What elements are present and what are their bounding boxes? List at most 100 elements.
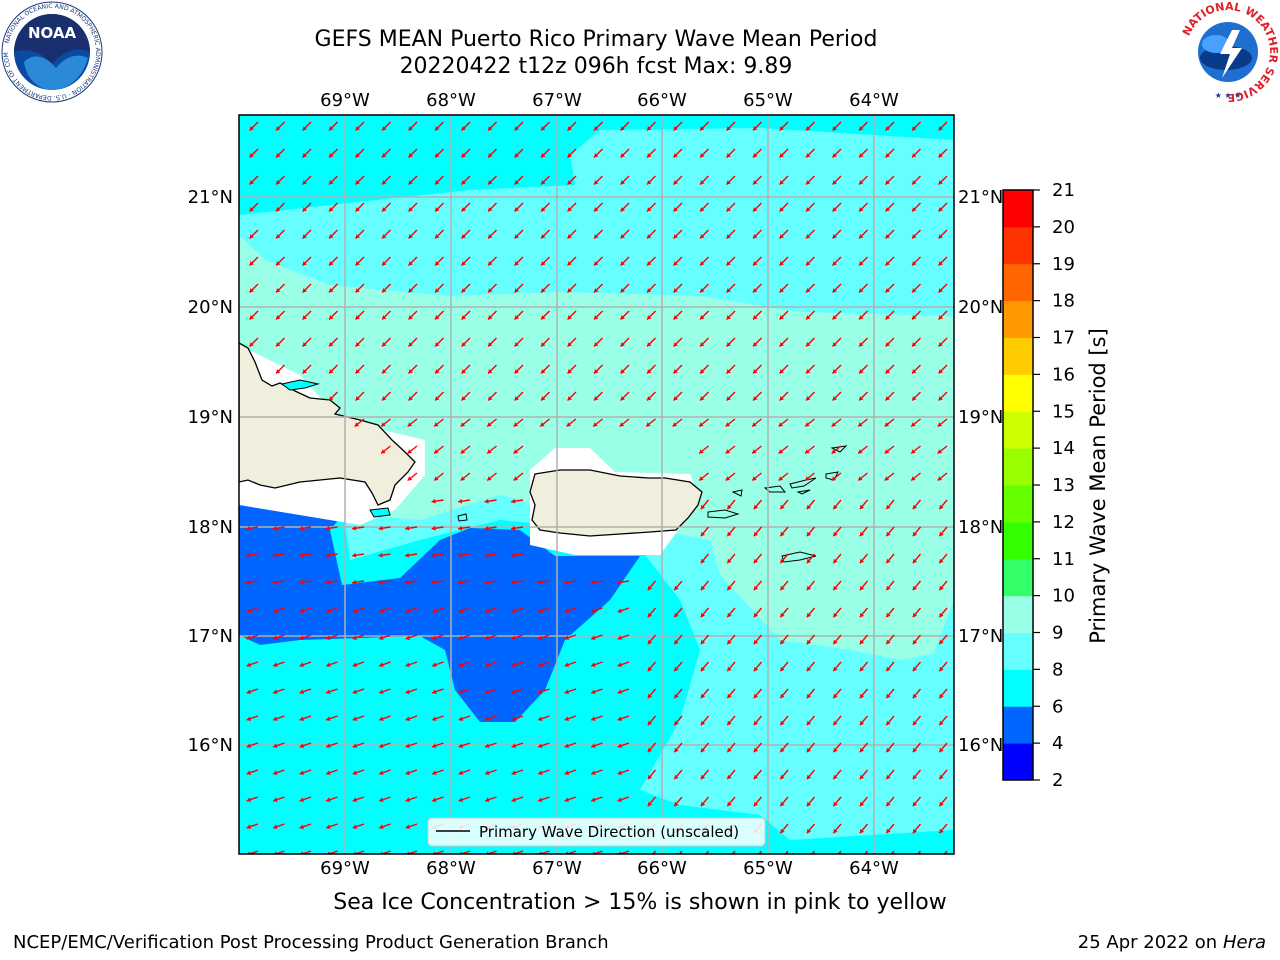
- wave-direction-arrow: [567, 202, 577, 212]
- wave-direction-arrow: [620, 121, 630, 131]
- wave-direction-arrow: [938, 391, 948, 401]
- wave-direction-arrow: [540, 364, 550, 374]
- wave-direction-arrow: [832, 769, 842, 780]
- lon-label-top: 64°W: [849, 90, 899, 111]
- wave-direction-arrow: [511, 796, 524, 802]
- wave-direction-arrow: [408, 364, 418, 374]
- lat-label-right: 18°N: [958, 517, 1003, 538]
- wave-direction-arrow: [806, 769, 816, 780]
- wave-direction-arrow: [617, 688, 630, 694]
- wave-direction-arrow: [567, 310, 577, 320]
- colorbar-segment: [1003, 558, 1033, 597]
- wave-direction-arrow: [458, 688, 471, 694]
- colorbar-tick-label: 21: [1052, 180, 1075, 201]
- wave-direction-arrow: [246, 715, 259, 721]
- wave-direction-arrow: [302, 202, 312, 212]
- credit-date: 25 Apr 2022 on Hera: [1078, 932, 1266, 953]
- wave-direction-arrow: [673, 796, 683, 807]
- wave-direction-arrow: [590, 634, 603, 640]
- wave-direction-arrow: [275, 148, 285, 158]
- wave-direction-arrow: [352, 661, 365, 667]
- wave-direction-arrow: [806, 553, 816, 564]
- wave-direction-arrow: [910, 445, 921, 455]
- wave-direction-arrow: [620, 256, 630, 266]
- wave-direction-arrow: [590, 579, 603, 585]
- wave-direction-arrow: [779, 391, 789, 401]
- wave-direction-arrow: [806, 661, 816, 672]
- wave-direction-arrow: [460, 445, 471, 455]
- wave-direction-arrow: [381, 148, 391, 158]
- wave-direction-arrow: [752, 391, 762, 401]
- wave-direction-arrow: [831, 445, 842, 455]
- wave-direction-arrow: [381, 256, 391, 266]
- wave-direction-arrow: [673, 202, 683, 212]
- wave-direction-arrow: [646, 337, 656, 347]
- wave-direction-arrow: [885, 175, 895, 185]
- wave-direction-arrow: [352, 742, 365, 748]
- wave-direction-arrow: [779, 202, 789, 212]
- wave-direction-arrow: [514, 283, 524, 293]
- wave-direction-arrow: [484, 769, 497, 775]
- wave-direction-arrow: [484, 579, 497, 585]
- colorbar-segment: [1003, 595, 1033, 633]
- wave-direction-arrow: [859, 688, 869, 699]
- lat-label-left: 16°N: [188, 735, 233, 756]
- wave-direction-arrow: [620, 175, 630, 185]
- wave-direction-arrow: [885, 607, 895, 618]
- wave-direction-arrow: [461, 283, 471, 293]
- wave-direction-arrow: [564, 742, 577, 748]
- wave-direction-arrow: [378, 607, 391, 613]
- wave-direction-arrow: [405, 607, 418, 613]
- wave-direction-arrow: [272, 688, 285, 694]
- wave-direction-arrow: [378, 715, 391, 721]
- wave-direction-arrow: [646, 364, 656, 374]
- wave-direction-arrow: [806, 634, 816, 645]
- wave-direction-arrow: [408, 391, 418, 401]
- wave-direction-arrow: [511, 661, 524, 667]
- wave-direction-arrow: [434, 202, 444, 212]
- st-croix-island: [781, 551, 817, 563]
- wave-direction-arrow: [753, 634, 763, 645]
- wave-direction-arrow: [806, 715, 816, 726]
- tortuga-island: [280, 379, 320, 391]
- wave-direction-arrow: [885, 391, 895, 401]
- wave-direction-arrow: [434, 337, 444, 347]
- wave-direction-arrow: [249, 283, 259, 293]
- wave-direction-arrow: [620, 229, 630, 239]
- wave-direction-arrow: [484, 661, 497, 667]
- wave-direction-arrow: [832, 121, 842, 131]
- wave-direction-arrow: [725, 445, 736, 455]
- wave-direction-arrow: [911, 310, 921, 320]
- wave-direction-arrow: [805, 256, 815, 266]
- wave-direction-arrow: [912, 796, 922, 807]
- wave-direction-arrow: [328, 256, 338, 266]
- wave-direction-arrow: [378, 796, 391, 802]
- wave-direction-arrow: [832, 823, 842, 834]
- wave-direction-arrow: [938, 796, 948, 807]
- wave-direction-arrow: [911, 364, 921, 374]
- wave-direction-arrow: [434, 121, 444, 131]
- wave-direction-arrow: [352, 715, 365, 721]
- wave-direction-arrow: [405, 688, 418, 694]
- wave-direction-arrow: [726, 148, 736, 158]
- wave-direction-arrow: [652, 850, 657, 854]
- wave-direction-arrow: [751, 472, 762, 482]
- wave-direction-arrow: [617, 769, 630, 775]
- wave-direction-arrow: [460, 418, 471, 428]
- wave-direction-arrow: [514, 148, 524, 158]
- wave-direction-arrow: [487, 229, 497, 239]
- colorbar-tick-label: 4: [1052, 733, 1063, 754]
- wave-direction-arrow: [832, 310, 842, 320]
- wave-direction-arrow: [378, 552, 391, 558]
- wave-direction-arrow: [832, 580, 842, 591]
- wave-direction-arrow: [302, 229, 312, 239]
- wave-direction-arrow: [484, 688, 497, 694]
- wave-direction-arrow: [885, 553, 895, 564]
- credit-host: Hera: [1222, 932, 1266, 953]
- wave-direction-arrow: [352, 769, 365, 775]
- wave-direction-arrow: [275, 229, 285, 239]
- wave-direction-arrow: [832, 202, 842, 212]
- wave-direction-arrow: [378, 634, 391, 640]
- wave-direction-arrow: [779, 742, 789, 753]
- wave-direction-arrow: [911, 121, 921, 131]
